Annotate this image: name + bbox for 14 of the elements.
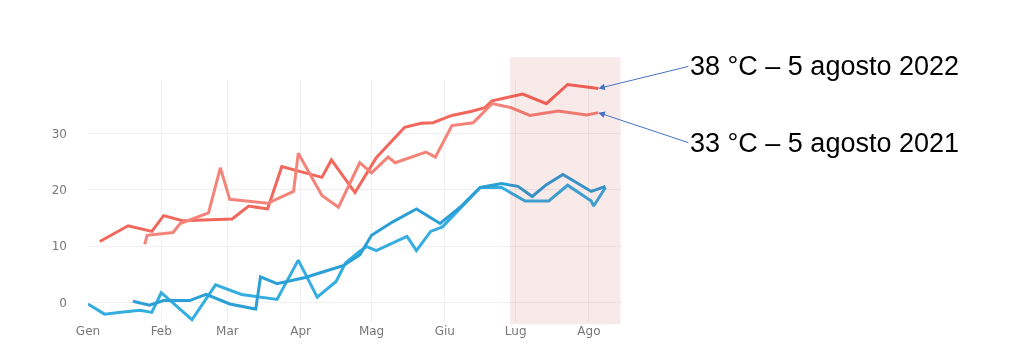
annotation: 38 °C – 5 agosto 2022	[690, 51, 959, 81]
y-tick-label: 30	[51, 126, 67, 141]
y-tick-label: 20	[51, 182, 67, 197]
x-tick-label: Mag	[358, 324, 385, 338]
annotation: 33 °C – 5 agosto 2021	[690, 128, 959, 158]
y-tick-label: 0	[59, 295, 67, 310]
x-tick-label: Lug	[504, 324, 527, 338]
x-tick-label: Ago	[577, 324, 601, 338]
x-tick-label: Gen	[75, 324, 101, 338]
x-tick-label: Giu	[434, 324, 455, 338]
x-tick-label: Feb	[150, 324, 172, 338]
y-tick-label: 10	[51, 239, 67, 254]
x-tick-label: Apr	[290, 324, 312, 338]
x-tick-label: Mar	[216, 324, 239, 338]
